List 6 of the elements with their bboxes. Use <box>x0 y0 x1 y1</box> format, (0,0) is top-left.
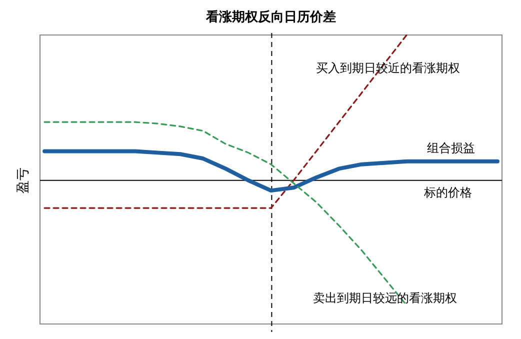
x-axis-title: 标的价格 <box>423 185 472 200</box>
series-label: 卖出到期日较远的看涨期权 <box>313 291 457 305</box>
y-axis-title: 盈亏 <box>16 167 31 194</box>
series-label: 买入到期日较近的看涨期权 <box>316 61 460 75</box>
chart-title: 看涨期权反向日历价差 <box>205 9 336 25</box>
series-label: 组合损益 <box>427 141 475 155</box>
